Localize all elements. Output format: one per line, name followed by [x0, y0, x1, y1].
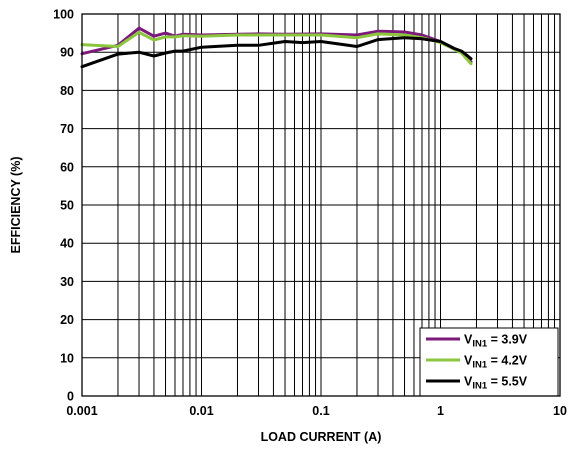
y-tick-label: 60 [60, 160, 74, 174]
y-tick-label: 10 [60, 351, 74, 365]
x-tick-label: 10 [553, 404, 567, 418]
y-tick-label: 20 [60, 313, 74, 327]
tick-labels: 0 10 20 30 40 50 60 70 80 90 100 0.001 0.01 0.1 1 10 [53, 8, 567, 419]
plot-frame [81, 13, 561, 397]
y-tick-label: 90 [60, 46, 74, 60]
y-tick-label: 70 [60, 122, 74, 136]
x-tick-label: 1 [437, 404, 444, 418]
x-tick-label: 0.001 [66, 404, 97, 418]
legend-label: VIN1 = 5.5V [464, 375, 528, 392]
x-tick-label: 0.01 [189, 404, 213, 418]
y-tick-label: 40 [60, 237, 74, 251]
legend-label: VIN1 = 3.9V [464, 333, 528, 350]
y-tick-label: 30 [60, 275, 74, 289]
legend-label: VIN1 = 4.2V [464, 354, 528, 371]
y-tick-label: 50 [60, 199, 74, 213]
legend: VIN1 = 3.9V VIN1 = 4.2V VIN1 = 5.5V [419, 327, 559, 397]
x-tick-label: 0.1 [312, 404, 329, 418]
y-tick-label: 80 [60, 84, 74, 98]
x-axis-title: LOAD CURRENT (A) [261, 430, 382, 444]
series-layer [80, 26, 473, 69]
y-axis-title: EFFICIENCY (%) [9, 157, 23, 254]
y-tick-label: 100 [53, 8, 74, 22]
series-line [80, 36, 473, 69]
y-tick-label: 0 [67, 390, 74, 404]
